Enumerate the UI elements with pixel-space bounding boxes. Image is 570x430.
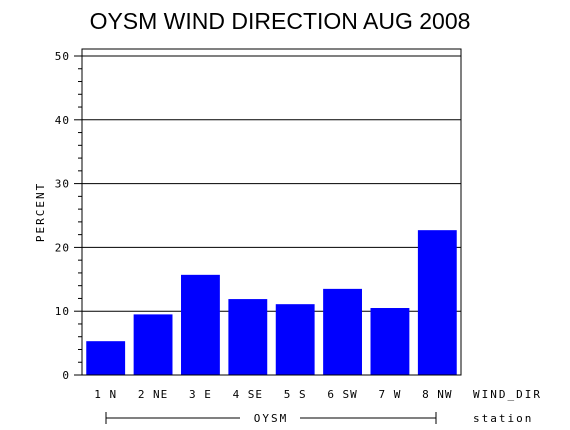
group-name: OYSM — [254, 412, 289, 425]
bar-5-s — [275, 304, 315, 375]
bar-3-e — [181, 274, 220, 375]
x-tick-label: 2 NE — [138, 388, 169, 401]
y-tick-label: 40 — [55, 114, 70, 127]
bar-4-se — [228, 299, 268, 375]
x-axis-label: WIND_DIR — [473, 388, 542, 401]
plot-frame — [81, 48, 462, 376]
y-tick-label: 20 — [55, 241, 70, 254]
bar-1-n — [86, 341, 126, 375]
x-tick-label: 5 S — [284, 388, 307, 401]
y-tick-label: 0 — [62, 369, 70, 382]
bars — [86, 230, 457, 375]
group-label: station — [473, 412, 533, 425]
y-axis-label: PERCENT — [34, 182, 47, 242]
x-tick-label: 8 NW — [422, 388, 453, 401]
y-tick-label: 10 — [55, 305, 70, 318]
x-tick-label: 7 W — [379, 388, 402, 401]
bar-2-ne — [133, 314, 173, 375]
chart-title: OYSM WIND DIRECTION AUG 2008 — [90, 8, 471, 34]
y-axis: 0 10 20 30 40 50 — [55, 50, 82, 382]
y-tick-label: 50 — [55, 50, 70, 63]
bar-7-w — [370, 308, 410, 375]
x-tick-label: 6 SW — [327, 388, 358, 401]
x-tick-label: 4 SE — [233, 388, 264, 401]
x-tick-label: 3 E — [189, 388, 212, 401]
x-axis: 1 N 2 NE 3 E 4 SE 5 S 6 SW 7 W 8 NW — [94, 388, 453, 401]
bar-8-nw — [417, 230, 457, 375]
x-tick-label: 1 N — [94, 388, 117, 401]
y-tick-label: 30 — [55, 178, 70, 191]
gridlines — [82, 55, 461, 312]
bar-6-sw — [323, 288, 362, 375]
